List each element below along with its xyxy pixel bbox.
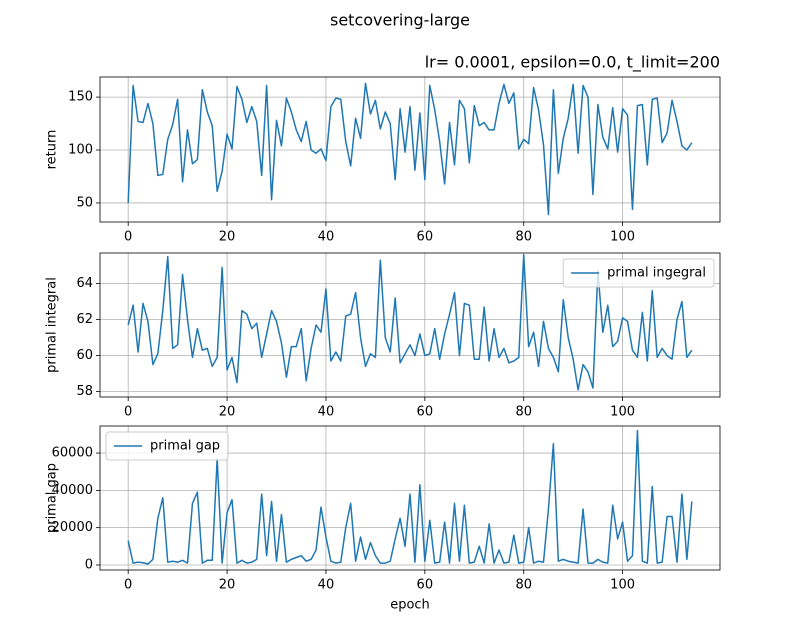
x-axis-label: epoch xyxy=(390,598,430,613)
legend: primal ingegral xyxy=(562,258,715,288)
x-tick-label: 40 xyxy=(318,578,335,593)
y-tick-label: 100 xyxy=(68,143,93,158)
y-tick-label: 150 xyxy=(68,90,93,105)
y-axis-label: primal gap xyxy=(45,463,60,533)
axes-frame xyxy=(99,425,721,571)
axes-title: lr= 0.0001, epsilon=0.0, t_limit=200 xyxy=(425,53,720,73)
y-axis-label: return xyxy=(45,130,60,170)
y-tick-label: 60000 xyxy=(52,446,93,461)
x-tick-label: 80 xyxy=(515,578,532,593)
x-tick-label: 20 xyxy=(219,578,236,593)
legend: primal gap xyxy=(105,431,229,461)
legend-label: primal ingegral xyxy=(607,266,706,281)
y-tick-label: 62 xyxy=(76,312,93,327)
y-tick-label: 58 xyxy=(76,384,93,399)
x-tick-label: 80 xyxy=(515,405,532,420)
legend-frame xyxy=(562,258,715,288)
y-tick-label: 60 xyxy=(76,348,93,363)
axes-frame xyxy=(99,252,721,398)
x-tick-label: 0 xyxy=(124,405,132,420)
x-tick-label: 20 xyxy=(219,405,236,420)
legend-label: primal gap xyxy=(150,439,220,454)
y-tick-label: 0 xyxy=(85,557,93,572)
x-tick-label: 60 xyxy=(417,405,434,420)
y-tick-label: 50 xyxy=(76,195,93,210)
x-tick-label: 100 xyxy=(610,230,635,245)
axes-frame xyxy=(99,76,721,223)
y-tick-label: 20000 xyxy=(52,520,93,535)
x-tick-label: 60 xyxy=(417,230,434,245)
legend-frame xyxy=(105,431,229,461)
data-line xyxy=(127,82,693,216)
x-tick-label: 40 xyxy=(318,405,335,420)
x-tick-label: 20 xyxy=(219,230,236,245)
x-tick-label: 100 xyxy=(610,578,635,593)
x-tick-label: 80 xyxy=(515,230,532,245)
y-axis-label: primal integral xyxy=(45,277,60,373)
x-tick-label: 60 xyxy=(417,578,434,593)
x-tick-label: 0 xyxy=(124,230,132,245)
x-tick-label: 0 xyxy=(124,578,132,593)
y-tick-label: 40000 xyxy=(52,483,93,498)
figure-title: setcovering-large xyxy=(330,11,470,30)
y-tick-label: 64 xyxy=(76,276,93,291)
x-tick-label: 100 xyxy=(610,405,635,420)
x-tick-label: 40 xyxy=(318,230,335,245)
data-line xyxy=(127,429,693,565)
